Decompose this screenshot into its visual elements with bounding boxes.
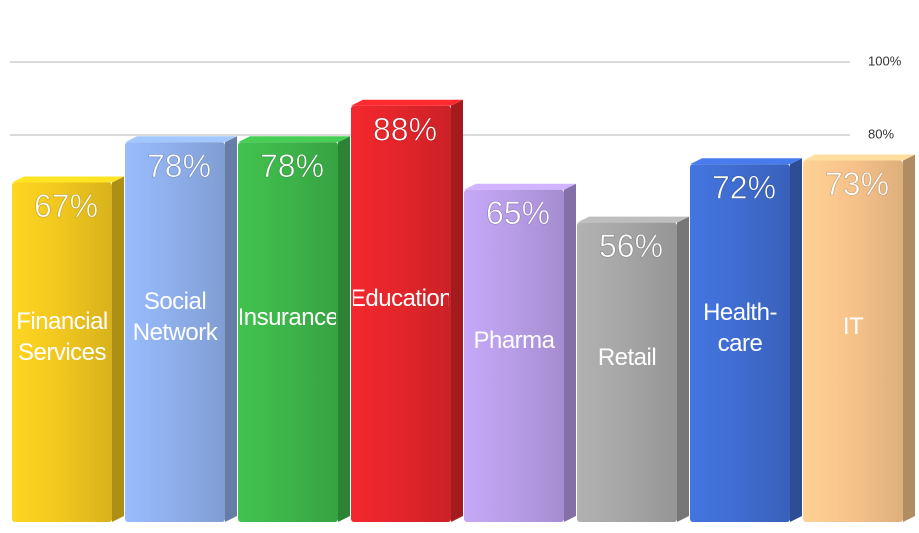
value-label: 72%	[712, 170, 776, 206]
bar-side	[564, 183, 576, 522]
bar-group: 78% Insurance	[238, 136, 350, 523]
bar	[125, 142, 225, 523]
bar-side	[790, 158, 802, 522]
bar-group: 56% Retail	[577, 216, 689, 522]
bar	[690, 164, 790, 522]
bar-top	[351, 99, 463, 106]
bar	[577, 222, 677, 522]
value-label: 56%	[599, 228, 663, 264]
bar-top	[12, 176, 124, 183]
bar-top	[577, 216, 689, 223]
category-label: Education	[353, 285, 449, 313]
category-label: Financial Services	[16, 308, 108, 367]
bar-group: 88% Education	[351, 99, 463, 523]
bar-side	[112, 176, 124, 522]
value-label: 73%	[825, 166, 889, 202]
category-label: IT	[842, 312, 864, 340]
bar-group: 78% Social Network	[125, 136, 237, 523]
y-tick-label: 80%	[868, 126, 894, 141]
bar-side	[225, 136, 237, 523]
category-label: Health-care	[703, 298, 777, 358]
bar-side	[677, 216, 689, 522]
bar-side	[338, 136, 350, 523]
category-label: Pharma	[473, 327, 555, 355]
bar-group: 73% IT	[803, 154, 915, 523]
category-box: IT	[842, 312, 864, 340]
value-label: 65%	[486, 195, 550, 231]
bar-top	[125, 136, 237, 143]
bar	[464, 189, 564, 522]
value-label: 88%	[373, 111, 437, 147]
category-box: Retail	[597, 343, 657, 371]
bar	[351, 105, 451, 523]
bar-top	[464, 183, 576, 190]
bar-top	[238, 136, 350, 143]
bar	[238, 142, 338, 523]
bar-side	[903, 154, 915, 523]
bar-group: 72% Health-care	[690, 158, 802, 522]
category-box: Social Network	[132, 287, 218, 347]
category-box: Pharma	[473, 327, 555, 355]
bar	[12, 182, 112, 522]
value-label: 78%	[260, 148, 324, 184]
bar-top	[803, 154, 915, 161]
y-tick-label: 100%	[868, 53, 902, 68]
value-label: 67%	[34, 188, 98, 224]
bar-group: 65% Pharma	[464, 183, 576, 522]
category-box: Financial Services	[16, 308, 108, 367]
category-box: Insurance	[240, 303, 336, 331]
category-label: Social Network	[132, 287, 218, 347]
category-box: Education	[353, 285, 449, 313]
bar-side	[451, 99, 463, 523]
value-label: 78%	[147, 148, 211, 184]
category-label: Retail	[597, 343, 657, 371]
category-box: Health-care	[703, 298, 777, 358]
bar-top	[690, 158, 802, 165]
bar	[803, 160, 903, 523]
bar-group: 67% Financial Services	[12, 176, 124, 522]
category-label: Insurance	[240, 303, 336, 331]
